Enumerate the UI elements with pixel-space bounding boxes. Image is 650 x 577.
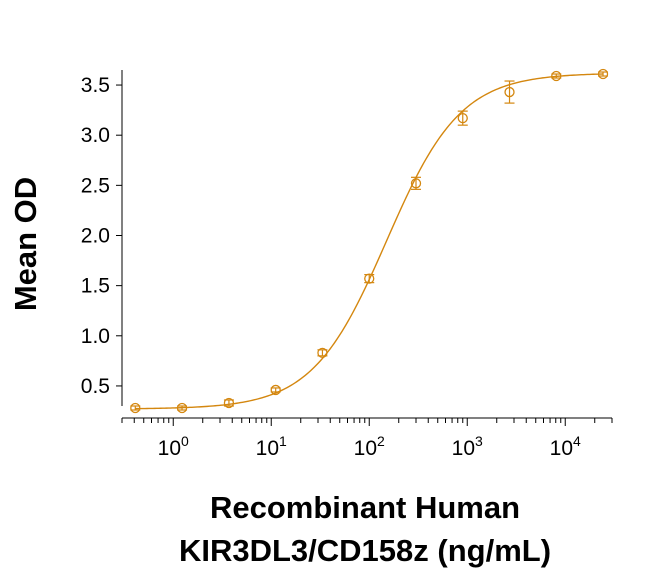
axes: 0.5 1.0 1.5 2.0 2.5 3.0 3.5 100 101 102 103 104 [81, 70, 613, 460]
data-point [364, 273, 375, 284]
y-tick-label: 2.5 [81, 174, 110, 197]
data-point [270, 384, 281, 396]
x-axis-title-line-1: Recombinant Human [210, 490, 520, 525]
data-point [457, 112, 468, 124]
fit-curve [135, 73, 604, 410]
data-point [410, 178, 422, 189]
y-axis-title: Mean OD [8, 177, 43, 311]
y-tick-label: 1.5 [81, 275, 110, 298]
y-tick-label: 3.5 [81, 74, 110, 97]
x-axis-title-line-2: KIR3DL3/CD158z (ng/mL) [179, 533, 551, 568]
data-point [317, 347, 328, 358]
data-point [597, 68, 609, 80]
x-tick-label: 103 [452, 433, 483, 460]
x-tick-label: 101 [256, 433, 287, 460]
x-tick-label: 100 [158, 433, 189, 460]
y-tick-label: 1.0 [81, 325, 110, 348]
x-tick-label: 104 [550, 433, 581, 460]
data-marks [130, 68, 609, 414]
data-point [223, 397, 235, 409]
x-tick-label: 102 [354, 433, 385, 460]
data-point [130, 402, 141, 414]
data-point [551, 70, 562, 82]
y-tick-label: 3.0 [81, 124, 110, 147]
y-tick-label: 0.5 [81, 375, 110, 398]
data-point [504, 86, 515, 98]
data-point [176, 402, 188, 414]
y-tick-label: 2.0 [81, 224, 110, 247]
